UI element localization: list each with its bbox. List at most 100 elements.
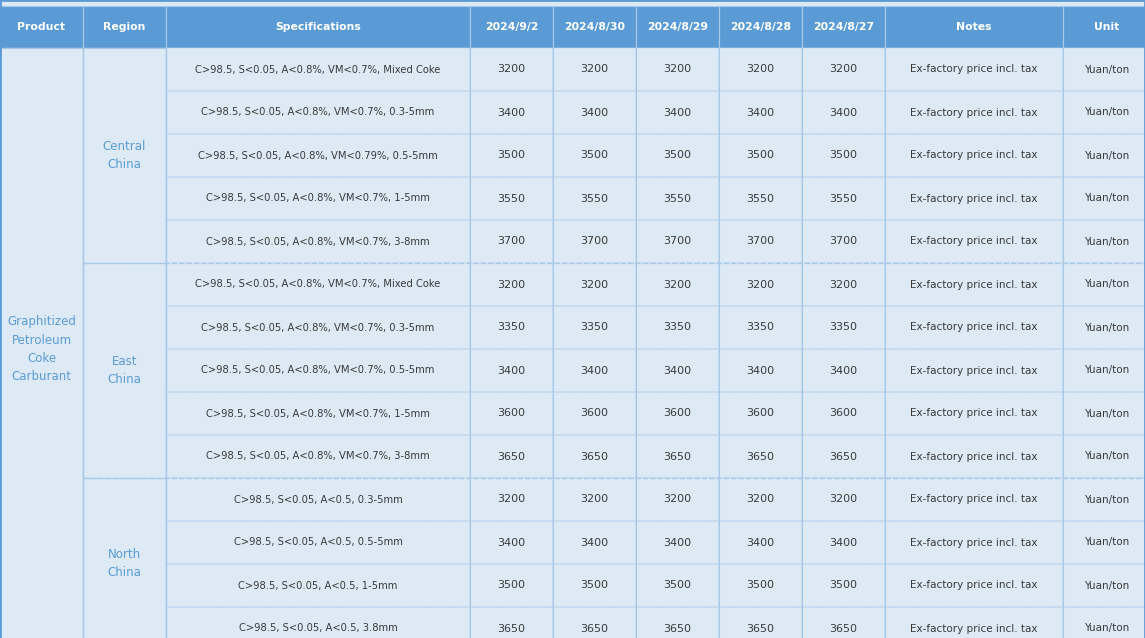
Bar (166, 521, 469, 564)
Text: Ex-factory price incl. tax: Ex-factory price incl. tax (910, 366, 1037, 376)
Bar (469, 6, 553, 48)
Bar (0, 6, 82, 48)
Text: 2024/8/27: 2024/8/27 (813, 22, 874, 32)
Bar (469, 435, 553, 478)
Text: 3400: 3400 (581, 107, 608, 117)
Text: Notes: Notes (956, 22, 992, 32)
Text: 3650: 3650 (497, 623, 526, 634)
Text: Yuan/ton: Yuan/ton (1084, 237, 1130, 246)
Text: 3700: 3700 (829, 237, 858, 246)
Text: 2024/9/2: 2024/9/2 (484, 22, 538, 32)
Text: 3400: 3400 (581, 366, 608, 376)
Bar (1063, 435, 1145, 478)
Text: 3500: 3500 (581, 581, 608, 591)
Text: 3400: 3400 (747, 107, 774, 117)
Bar (885, 564, 1063, 607)
Bar (635, 564, 719, 607)
Text: 3350: 3350 (663, 322, 692, 332)
Text: Yuan/ton: Yuan/ton (1084, 623, 1130, 634)
Text: C>98.5, S<0.05, A<0.8%, VM<0.7%, 1-5mm: C>98.5, S<0.05, A<0.8%, VM<0.7%, 1-5mm (206, 193, 429, 204)
Bar (166, 349, 469, 392)
Text: 3350: 3350 (747, 322, 774, 332)
Text: 3400: 3400 (497, 107, 526, 117)
Text: 3550: 3550 (829, 193, 858, 204)
Text: Yuan/ton: Yuan/ton (1084, 64, 1130, 75)
Bar (166, 134, 469, 177)
Bar (0, 521, 1145, 564)
Text: Yuan/ton: Yuan/ton (1084, 193, 1130, 204)
Text: C>98.5, S<0.05, A<0.5, 0.3-5mm: C>98.5, S<0.05, A<0.5, 0.3-5mm (234, 494, 402, 505)
Text: 3650: 3650 (829, 623, 858, 634)
Bar (82, 6, 166, 48)
Bar (553, 521, 635, 564)
Bar (0, 220, 1145, 263)
Bar (635, 220, 719, 263)
Text: Ex-factory price incl. tax: Ex-factory price incl. tax (910, 494, 1037, 505)
Text: 3650: 3650 (663, 452, 692, 461)
Text: 3200: 3200 (663, 64, 692, 75)
Text: 3200: 3200 (829, 64, 858, 75)
Text: 3400: 3400 (497, 366, 526, 376)
Text: 3650: 3650 (581, 452, 608, 461)
Text: 3200: 3200 (747, 279, 774, 290)
Bar (0, 435, 1145, 478)
Bar (0, 306, 1145, 349)
Bar (1063, 392, 1145, 435)
Text: 3500: 3500 (747, 581, 774, 591)
Text: 3500: 3500 (581, 151, 608, 161)
Bar (719, 478, 802, 521)
Bar (1063, 306, 1145, 349)
Bar (0, 48, 1145, 91)
Bar (166, 220, 469, 263)
Bar (802, 177, 885, 220)
Text: Ex-factory price incl. tax: Ex-factory price incl. tax (910, 322, 1037, 332)
Text: 3350: 3350 (829, 322, 858, 332)
Text: 2024/8/28: 2024/8/28 (731, 22, 791, 32)
Text: C>98.5, S<0.05, A<0.8%, VM<0.79%, 0.5-5mm: C>98.5, S<0.05, A<0.8%, VM<0.79%, 0.5-5m… (198, 151, 437, 161)
Text: Yuan/ton: Yuan/ton (1084, 151, 1130, 161)
Text: Yuan/ton: Yuan/ton (1084, 494, 1130, 505)
Bar (885, 392, 1063, 435)
Text: C>98.5, S<0.05, A<0.5, 0.5-5mm: C>98.5, S<0.05, A<0.5, 0.5-5mm (234, 537, 402, 547)
Text: Ex-factory price incl. tax: Ex-factory price incl. tax (910, 237, 1037, 246)
Bar (802, 435, 885, 478)
Text: Ex-factory price incl. tax: Ex-factory price incl. tax (910, 537, 1037, 547)
Bar (553, 478, 635, 521)
Bar (1063, 263, 1145, 306)
Bar (719, 48, 802, 91)
Text: Yuan/ton: Yuan/ton (1084, 107, 1130, 117)
Text: 3200: 3200 (747, 494, 774, 505)
Text: 3600: 3600 (581, 408, 608, 419)
Text: Product: Product (17, 22, 65, 32)
Bar (82, 263, 166, 478)
Text: 3200: 3200 (747, 64, 774, 75)
Text: 3500: 3500 (663, 151, 692, 161)
Text: Ex-factory price incl. tax: Ex-factory price incl. tax (910, 581, 1037, 591)
Bar (719, 6, 802, 48)
Bar (1063, 478, 1145, 521)
Text: 3350: 3350 (581, 322, 608, 332)
Bar (553, 220, 635, 263)
Text: 3500: 3500 (829, 581, 858, 591)
Bar (1063, 177, 1145, 220)
Bar (635, 6, 719, 48)
Text: Ex-factory price incl. tax: Ex-factory price incl. tax (910, 408, 1037, 419)
Bar (635, 349, 719, 392)
Bar (885, 220, 1063, 263)
Text: 3200: 3200 (581, 64, 608, 75)
Bar (802, 134, 885, 177)
Bar (469, 91, 553, 134)
Bar (885, 435, 1063, 478)
Bar (469, 177, 553, 220)
Bar (885, 263, 1063, 306)
Text: Ex-factory price incl. tax: Ex-factory price incl. tax (910, 279, 1037, 290)
Text: East
China: East China (108, 355, 142, 386)
Bar (553, 435, 635, 478)
Bar (469, 306, 553, 349)
Bar (635, 91, 719, 134)
Text: 3200: 3200 (497, 279, 526, 290)
Text: Yuan/ton: Yuan/ton (1084, 408, 1130, 419)
Bar (166, 177, 469, 220)
Text: Ex-factory price incl. tax: Ex-factory price incl. tax (910, 452, 1037, 461)
Bar (1063, 349, 1145, 392)
